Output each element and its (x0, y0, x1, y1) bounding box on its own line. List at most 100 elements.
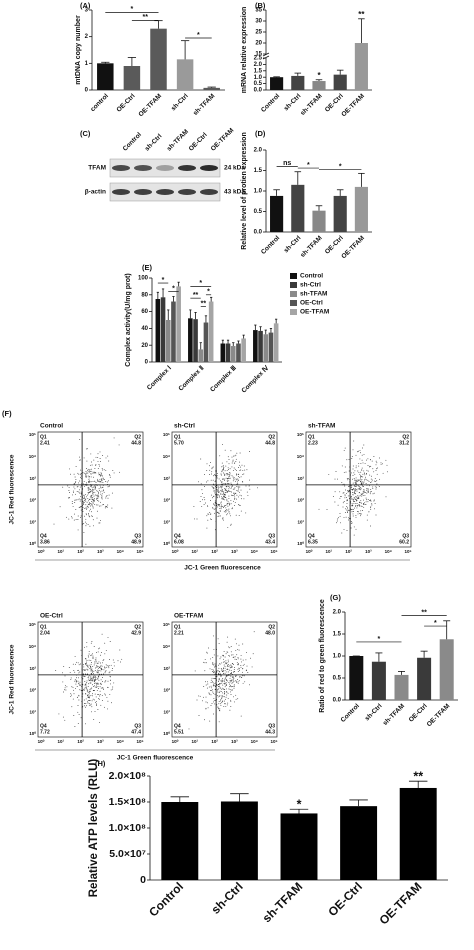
event-dot (104, 671, 106, 673)
event-dot (338, 517, 340, 519)
event-dot (221, 470, 223, 472)
y-tick-label: 60 (141, 309, 148, 315)
event-dot (223, 494, 225, 495)
event-dot (92, 678, 94, 680)
event-dot (222, 478, 224, 480)
y-tick-label: 0 (145, 360, 149, 366)
event-dot (87, 470, 89, 472)
event-dot (220, 700, 221, 702)
event-dot (99, 491, 101, 493)
event-dot (94, 491, 96, 493)
event-dot (367, 458, 369, 460)
bar (371, 661, 386, 700)
event-dot (234, 505, 236, 507)
event-dot (231, 456, 233, 458)
event-dot (222, 498, 224, 500)
event-dot (225, 660, 227, 662)
event-dot (347, 519, 349, 521)
y-tick-label: 10³ (297, 476, 304, 481)
event-dot (222, 680, 224, 682)
event-dot (89, 695, 91, 697)
event-dot (355, 486, 357, 488)
event-dot (222, 491, 224, 493)
event-dot (106, 665, 108, 667)
event-dot (73, 486, 75, 488)
event-dot (234, 468, 236, 470)
event-dot (100, 478, 102, 480)
event-dot (196, 699, 198, 701)
event-dot (216, 504, 218, 506)
event-dot (76, 686, 78, 687)
bar (230, 346, 236, 362)
event-dot (346, 497, 347, 499)
event-dot (83, 494, 85, 496)
event-dot (92, 492, 94, 494)
event-dot (375, 481, 377, 482)
event-dot (241, 464, 243, 466)
event-dot (99, 667, 101, 669)
event-dot (360, 476, 362, 478)
event-dot (355, 499, 357, 500)
event-dot (85, 507, 87, 509)
y-tick-label: 80 (141, 292, 148, 298)
event-dot (90, 670, 92, 672)
event-dot (233, 684, 235, 686)
event-dot (95, 465, 97, 467)
event-dot (94, 670, 96, 672)
event-dot (93, 501, 95, 503)
event-dot (357, 496, 359, 498)
event-dot (209, 474, 210, 476)
x-tick-label: 10⁰ (38, 739, 45, 744)
quadrant-name: Q4 (174, 723, 181, 729)
event-dot (222, 684, 224, 686)
event-dot (344, 495, 346, 497)
event-dot (92, 680, 94, 682)
event-dot (206, 481, 207, 483)
bar (417, 657, 432, 700)
event-dot (347, 509, 349, 511)
event-dot (92, 666, 94, 668)
event-dot (97, 666, 99, 668)
event-dot (221, 498, 223, 500)
event-dot (225, 510, 227, 512)
event-dot (343, 528, 345, 530)
event-dot (97, 651, 99, 653)
event-dot (102, 687, 104, 688)
event-dot (206, 463, 208, 465)
event-dot (363, 479, 365, 481)
event-dot (239, 669, 240, 671)
event-dot (227, 505, 229, 507)
event-dot (218, 679, 220, 681)
bar (258, 330, 263, 362)
event-dot (93, 680, 95, 682)
event-dot (85, 686, 87, 688)
event-dot (211, 473, 212, 475)
event-dot (74, 483, 76, 485)
event-dot (89, 469, 91, 471)
event-dot (200, 458, 202, 460)
event-dot (105, 670, 107, 672)
event-dot (96, 666, 98, 668)
event-dot (97, 460, 99, 462)
event-dot (67, 497, 69, 499)
event-dot (220, 680, 222, 682)
event-dot (345, 516, 347, 518)
event-dot (218, 504, 220, 506)
event-dot (85, 514, 87, 516)
significance-mark: * (339, 164, 342, 171)
event-dot (76, 486, 78, 488)
event-dot (228, 488, 230, 490)
event-dot (78, 669, 80, 671)
event-dot (98, 698, 100, 700)
y-tick-label: 10⁰ (163, 541, 170, 546)
event-dot (229, 468, 231, 470)
event-dot (340, 495, 341, 497)
event-dot (108, 460, 110, 462)
event-dot (221, 491, 223, 493)
quadrant-value: 43.4 (265, 539, 275, 545)
event-dot (88, 700, 90, 701)
event-dot (83, 483, 85, 485)
event-dot (105, 457, 107, 459)
y-axis-label: JC-1 Red fluorescence (9, 644, 16, 714)
legend-label: OE-TFAM (300, 309, 329, 316)
